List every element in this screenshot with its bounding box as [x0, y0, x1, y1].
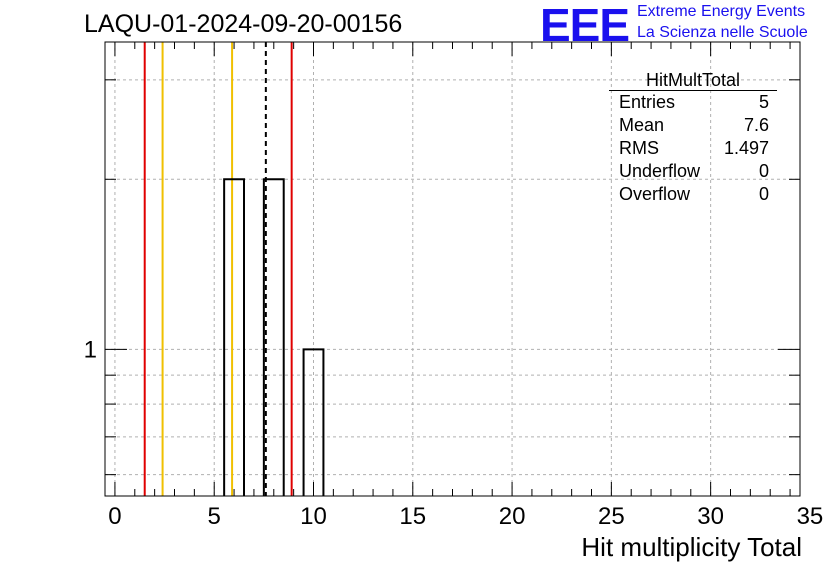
- histogram-bars: [223, 178, 325, 496]
- chart-title: LAQU-01-2024-09-20-00156: [84, 10, 403, 38]
- stats-label: Underflow: [619, 161, 701, 181]
- stats-title: HitMultTotal: [609, 70, 777, 91]
- x-tick-label: 30: [697, 503, 724, 530]
- x-tick-label: 0: [108, 503, 121, 530]
- y-tick-label: 1: [84, 336, 97, 363]
- x-tick-label: 25: [598, 503, 625, 530]
- axis-ticks: [105, 42, 800, 496]
- x-tick-label: 15: [399, 503, 426, 530]
- stats-row: Overflow 0: [609, 183, 777, 206]
- logo-subtitle-line1: Extreme Energy Events: [637, 3, 806, 20]
- stats-label: Overflow: [619, 184, 691, 204]
- stats-row: Entries 5: [609, 91, 777, 114]
- eee-logo: EEE: [540, 0, 630, 51]
- stats-value: 7.6: [743, 115, 769, 135]
- stats-box: HitMultTotal Entries 5 Mean 7.6 RMS 1.497 U…: [609, 70, 777, 206]
- stats-value: 0: [758, 184, 769, 204]
- stats-value: 0: [758, 161, 769, 181]
- x-tick-label: 10: [300, 503, 327, 530]
- stats-value: 1.497: [723, 138, 769, 158]
- histogram-bar: [302, 348, 325, 496]
- stats-label: Entries: [619, 92, 676, 112]
- logo-subtitle-line2: La Scienza nelle Scuole: [637, 24, 808, 41]
- axis-tick-labels: 0 5 10 15 20 25 30 35 1: [84, 336, 824, 530]
- grid-layer: [105, 42, 800, 496]
- stats-row: RMS 1.497: [609, 137, 777, 160]
- x-axis-label: Hit multiplicity Total: [581, 532, 802, 562]
- stats-label: RMS: [619, 138, 659, 158]
- histogram-bar: [223, 178, 245, 496]
- vertical-lines-layer: [143, 42, 293, 496]
- x-tick-label: 35: [797, 503, 824, 530]
- stats-label: Mean: [619, 115, 665, 135]
- stats-row: Mean 7.6: [609, 114, 777, 137]
- stats-row: Underflow 0: [609, 160, 777, 183]
- stats-value: 5: [758, 92, 769, 112]
- x-tick-label: 5: [208, 503, 221, 530]
- x-tick-label: 20: [499, 503, 526, 530]
- histogram-bar: [262, 178, 285, 496]
